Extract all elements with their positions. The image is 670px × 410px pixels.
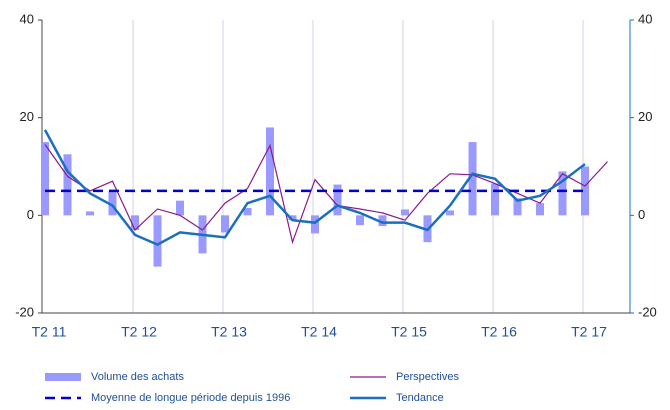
bar (266, 127, 274, 216)
bar (468, 142, 477, 216)
bar (356, 215, 364, 226)
x-tick-label: T2 16 (481, 324, 517, 340)
bar (491, 183, 499, 216)
x-tick-label: T2 15 (391, 324, 427, 340)
legend-label: Moyenne de longue période depuis 1996 (91, 392, 290, 404)
x-tick-label: T2 14 (301, 324, 337, 340)
bar (536, 203, 544, 216)
y-tick-label: 20 (20, 109, 34, 124)
bar (581, 166, 589, 216)
bar (176, 200, 184, 216)
y-tick-label: 0 (27, 207, 34, 222)
bar (63, 154, 72, 216)
x-tick-label: T2 17 (571, 324, 607, 340)
bar (108, 190, 117, 216)
x-tick-label: T2 12 (121, 324, 157, 340)
bar (333, 184, 342, 216)
legend-label: Volume des achats (91, 371, 184, 383)
y2-tick-label: 40 (638, 11, 652, 26)
x-tick-label: T2 13 (211, 324, 247, 340)
y2-tick-label: 20 (638, 109, 652, 124)
x-tick-label: T2 11 (32, 324, 67, 340)
bar (311, 215, 319, 234)
legend-label: Tendance (396, 392, 444, 404)
bar (41, 142, 49, 216)
y2-tick-label: 0 (638, 207, 645, 222)
trend-line (43, 129, 586, 247)
bar (446, 210, 454, 216)
bar (221, 215, 229, 233)
legend-label: Perspectives (396, 371, 459, 383)
bar (131, 215, 139, 230)
bar (401, 209, 409, 216)
bar (288, 215, 297, 221)
bar (558, 171, 567, 216)
legend-swatch (45, 373, 81, 381)
bar (86, 211, 94, 216)
bar (513, 198, 522, 216)
y-tick-label: 40 (20, 11, 34, 26)
bar (153, 215, 162, 267)
bar (243, 208, 252, 216)
y-tick-label: -20 (15, 304, 34, 319)
y2-tick-label: -20 (638, 304, 657, 319)
bar (378, 215, 387, 227)
